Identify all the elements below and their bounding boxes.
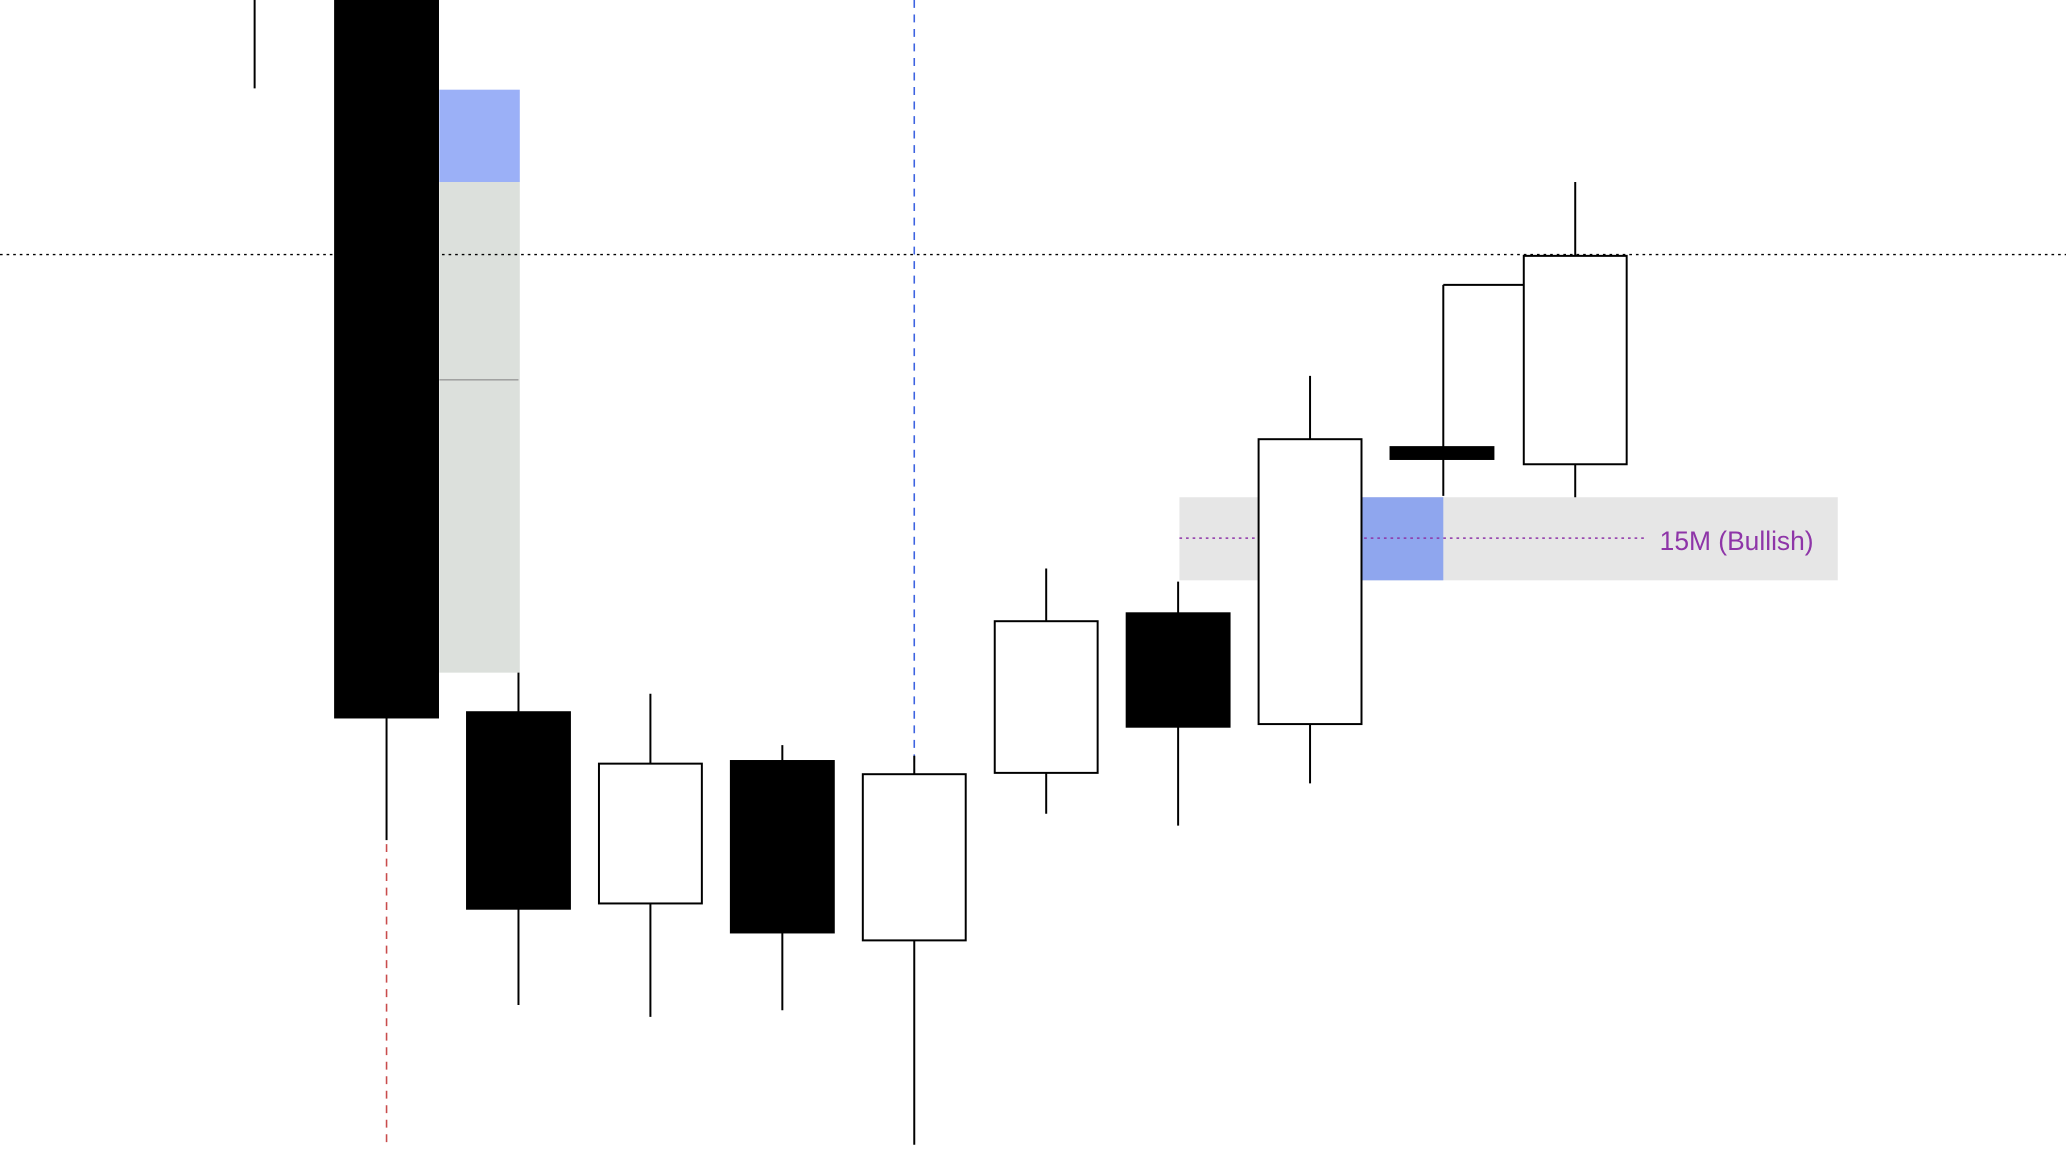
zone-blue-upper bbox=[439, 89, 520, 183]
candle-body-bearish bbox=[1389, 446, 1495, 460]
zone-label-15m-bullish: 15M (Bullish) bbox=[1660, 526, 1814, 556]
candle-body-bullish bbox=[861, 773, 967, 942]
candle-body-bearish bbox=[1125, 612, 1231, 728]
candle-body-bullish bbox=[1522, 254, 1628, 466]
candle-body-bullish bbox=[1257, 438, 1363, 726]
candle-body-bullish bbox=[993, 620, 1099, 774]
candle-body-bullish bbox=[597, 762, 703, 905]
zone-gray bbox=[439, 182, 520, 673]
candle-body-bearish bbox=[466, 711, 571, 910]
candles-layer bbox=[253, 0, 1628, 1145]
candle-body-bearish bbox=[729, 760, 835, 934]
candle-body-bearish bbox=[334, 0, 439, 719]
zone-blue-15m bbox=[1361, 497, 1444, 581]
zones-layer bbox=[439, 89, 1838, 673]
